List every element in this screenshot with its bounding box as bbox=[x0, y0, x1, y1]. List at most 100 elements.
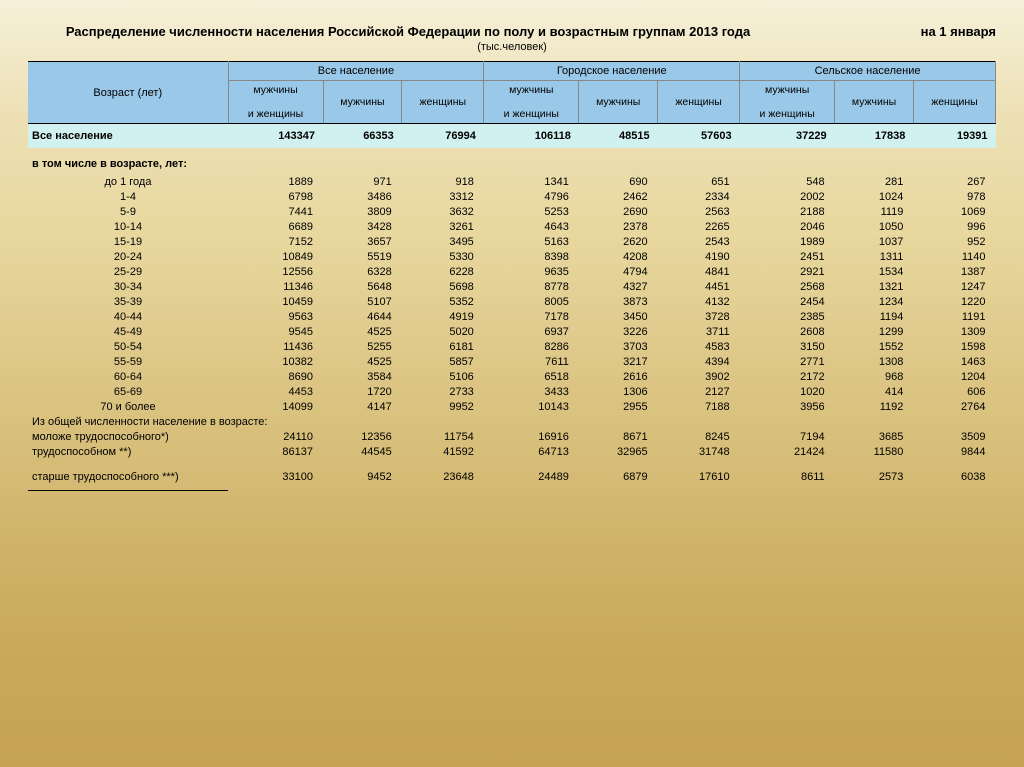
cell-value: 3584 bbox=[323, 369, 402, 384]
cell-value: 4451 bbox=[658, 279, 740, 294]
cell-value: 1024 bbox=[835, 189, 914, 204]
cell-value: 5648 bbox=[323, 279, 402, 294]
cell-value: 6038 bbox=[913, 469, 995, 484]
cell-value: 12356 bbox=[323, 429, 402, 444]
cell-value: 10143 bbox=[484, 399, 579, 414]
cell-value: 1234 bbox=[835, 294, 914, 309]
title-date: на 1 января bbox=[921, 24, 996, 39]
row-label: 55-59 bbox=[28, 354, 228, 369]
table-row: 40-4495634644491971783450372823851194119… bbox=[28, 309, 996, 324]
summary-label: Из общей численности население в возраст… bbox=[28, 414, 996, 429]
table-row: 45-4995454525502069373226371126081299130… bbox=[28, 324, 996, 339]
cell-value: 4453 bbox=[228, 384, 323, 399]
cell-value: 3632 bbox=[402, 204, 484, 219]
cell-value: 690 bbox=[579, 174, 658, 189]
cell-value: 2620 bbox=[579, 234, 658, 249]
cell-value: 1194 bbox=[835, 309, 914, 324]
cell-value: 1889 bbox=[228, 174, 323, 189]
cell-value: 2543 bbox=[658, 234, 740, 249]
cell-value: 8398 bbox=[484, 249, 579, 264]
table-row: 65-694453172027333433130621271020414606 bbox=[28, 384, 996, 399]
cell-value: 4583 bbox=[658, 339, 740, 354]
cell-value: 3956 bbox=[740, 399, 835, 414]
summary-header-row: Из общей численности население в возраст… bbox=[28, 414, 996, 429]
row-label: 70 и более bbox=[28, 399, 228, 414]
cell-value: 3312 bbox=[402, 189, 484, 204]
table-row: 5-9744138093632525326902563218811191069 bbox=[28, 204, 996, 219]
table-row: 70 и более140994147995210143295571883956… bbox=[28, 399, 996, 414]
row-label: Все население bbox=[28, 124, 228, 149]
row-label: 15-19 bbox=[28, 234, 228, 249]
cell-value: 5163 bbox=[484, 234, 579, 249]
header-group-2: Сельское население bbox=[740, 62, 996, 81]
cell-value: 6228 bbox=[402, 264, 484, 279]
cell-value: 21424 bbox=[740, 444, 835, 459]
cell-value: 1220 bbox=[913, 294, 995, 309]
cell-value: 2002 bbox=[740, 189, 835, 204]
cell-value: 3486 bbox=[323, 189, 402, 204]
header-group-0: Все население bbox=[228, 62, 484, 81]
cell-value: 1463 bbox=[913, 354, 995, 369]
cell-value: 17610 bbox=[658, 469, 740, 484]
table-row: 50-5411436525561818286370345833150155215… bbox=[28, 339, 996, 354]
row-label: 65-69 bbox=[28, 384, 228, 399]
cell-value: 1321 bbox=[835, 279, 914, 294]
cell-value: 3902 bbox=[658, 369, 740, 384]
cell-value: 1309 bbox=[913, 324, 995, 339]
cell-value: 1069 bbox=[913, 204, 995, 219]
cell-value: 23648 bbox=[402, 469, 484, 484]
title-row: Распределение численности населения Росс… bbox=[28, 24, 996, 39]
cell-value: 4525 bbox=[323, 324, 402, 339]
cell-value: 5330 bbox=[402, 249, 484, 264]
cell-value: 3217 bbox=[579, 354, 658, 369]
cell-value: 16916 bbox=[484, 429, 579, 444]
footnote-divider bbox=[28, 490, 228, 491]
cell-value: 41592 bbox=[402, 444, 484, 459]
cell-value: 918 bbox=[402, 174, 484, 189]
cell-value: 4643 bbox=[484, 219, 579, 234]
row-label: до 1 года bbox=[28, 174, 228, 189]
cell-value: 1192 bbox=[835, 399, 914, 414]
cell-value: 2771 bbox=[740, 354, 835, 369]
cell-value: 106118 bbox=[484, 124, 579, 149]
cell-value: 5857 bbox=[402, 354, 484, 369]
cell-value: 9844 bbox=[913, 444, 995, 459]
cell-value: 3450 bbox=[579, 309, 658, 324]
cell-value: 2385 bbox=[740, 309, 835, 324]
cell-value: 1720 bbox=[323, 384, 402, 399]
cell-value: 143347 bbox=[228, 124, 323, 149]
cell-value: 2127 bbox=[658, 384, 740, 399]
cell-value: 7152 bbox=[228, 234, 323, 249]
page: Распределение численности населения Росс… bbox=[0, 0, 1024, 491]
cell-value: 1552 bbox=[835, 339, 914, 354]
cell-value: 1020 bbox=[740, 384, 835, 399]
row-label: 5-9 bbox=[28, 204, 228, 219]
section-row: в том числе в возрасте, лет: bbox=[28, 148, 996, 174]
cell-value: 48515 bbox=[579, 124, 658, 149]
cell-value: 2764 bbox=[913, 399, 995, 414]
header-sub: женщины bbox=[913, 81, 995, 124]
cell-value: 10459 bbox=[228, 294, 323, 309]
cell-value: 7194 bbox=[740, 429, 835, 444]
cell-value: 2573 bbox=[835, 469, 914, 484]
cell-value: 1308 bbox=[835, 354, 914, 369]
cell-value: 3261 bbox=[402, 219, 484, 234]
cell-value: 11346 bbox=[228, 279, 323, 294]
cell-value: 2454 bbox=[740, 294, 835, 309]
cell-value: 5698 bbox=[402, 279, 484, 294]
cell-value: 4919 bbox=[402, 309, 484, 324]
cell-value: 31748 bbox=[658, 444, 740, 459]
cell-value: 548 bbox=[740, 174, 835, 189]
cell-value: 1119 bbox=[835, 204, 914, 219]
cell-value: 7441 bbox=[228, 204, 323, 219]
cell-value: 7611 bbox=[484, 354, 579, 369]
cell-value: 4525 bbox=[323, 354, 402, 369]
cell-value: 2046 bbox=[740, 219, 835, 234]
cell-value: 2616 bbox=[579, 369, 658, 384]
section-label: в том числе в возрасте, лет: bbox=[28, 148, 996, 174]
cell-value: 2563 bbox=[658, 204, 740, 219]
cell-value: 19391 bbox=[913, 124, 995, 149]
table-row: 30-3411346564856988778432744512568132112… bbox=[28, 279, 996, 294]
cell-value: 952 bbox=[913, 234, 995, 249]
cell-value: 9452 bbox=[323, 469, 402, 484]
